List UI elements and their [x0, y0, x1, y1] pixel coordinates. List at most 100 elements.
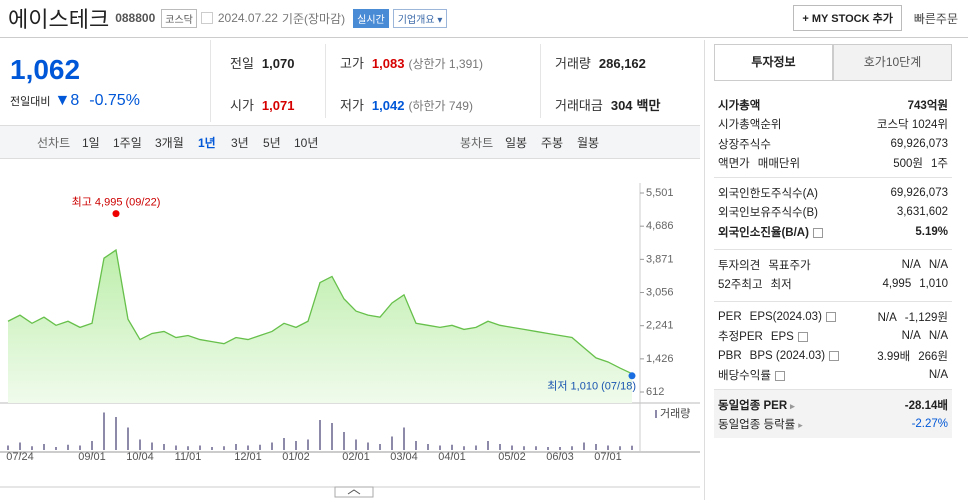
info-icon	[774, 371, 785, 382]
volume-bar	[535, 446, 537, 450]
info-value: 코스닥 1024위	[876, 119, 948, 132]
info-label: 시가총액순위	[718, 119, 782, 132]
info-values: 3,631,602	[897, 206, 948, 218]
stat: 시가 1,071	[230, 95, 294, 114]
tab-heading: 봉차트	[460, 136, 494, 150]
volume-bar	[463, 446, 465, 450]
info-row: 외국인소진율(B/A) 5.19%	[718, 222, 948, 242]
volume-bar	[487, 441, 489, 450]
x-tick-label: 10/04	[126, 451, 154, 463]
info-value: N/A	[901, 330, 921, 343]
volume-bar	[175, 445, 177, 450]
info-row: PBR BPS (2024.03) 3.99배 266원	[718, 346, 948, 366]
volume-bar	[43, 444, 45, 450]
volume-bar	[451, 444, 453, 450]
info-labels: 동일업종 PER ▸	[718, 397, 795, 413]
x-tick-label: 03/04	[390, 451, 418, 463]
x-tick-label: 07/24	[6, 451, 34, 463]
panel-divider	[704, 40, 705, 500]
period-tab[interactable]: 5년	[263, 136, 281, 150]
candle-tab[interactable]: 일봉	[505, 136, 528, 150]
quick-order[interactable]: 빠른주문	[913, 11, 958, 26]
info-tab[interactable]: 호가10단계	[833, 44, 952, 81]
info-label: PER	[718, 310, 742, 323]
mystock-button[interactable]: + MY STOCK 추가	[793, 5, 902, 31]
volume-bar	[235, 444, 237, 450]
info-labels: 동일업종 등락률 ▸	[718, 416, 803, 432]
x-tick-label: 02/01	[342, 451, 370, 463]
period-tab[interactable]: 10년	[294, 136, 319, 150]
y-tick-label: 5,501	[646, 187, 674, 199]
info-values: 69,926,073	[890, 138, 948, 150]
info-label: 외국인소진율(B/A)	[718, 226, 809, 239]
info-label: 매매단위	[757, 158, 801, 171]
volume-bar	[391, 436, 393, 450]
info-label: 동일업종 PER	[718, 399, 788, 412]
y-tick-label: 2,241	[646, 320, 674, 332]
info-value: -1,129원	[904, 311, 948, 324]
volume-bar	[475, 445, 477, 450]
pipe	[763, 279, 771, 291]
period-tab[interactable]: 1주일	[113, 136, 142, 150]
pipe	[750, 158, 758, 170]
down-arrow: ▼	[54, 92, 71, 109]
price-line	[7, 248, 633, 375]
info-row: PER EPS(2024.03) N/A -1,129원	[718, 307, 948, 327]
volume-bar	[19, 442, 21, 450]
info-labels: 외국인소진율(B/A)	[718, 224, 823, 240]
info-label: 상장주식수	[718, 138, 771, 151]
info-label: EPS	[770, 331, 794, 344]
period-tab[interactable]: 3개월	[155, 136, 184, 150]
info-labels: 투자의견 목표주가	[718, 257, 811, 273]
company-info[interactable]: 기업개요 ▾	[392, 8, 448, 28]
info-tab[interactable]: 투자정보	[714, 44, 833, 81]
pipe	[742, 350, 750, 362]
period-tab[interactable]: 1일	[82, 136, 100, 150]
info-icon	[797, 332, 808, 343]
expand-button[interactable]	[334, 486, 374, 498]
expand-icon	[347, 489, 361, 495]
volume-bar	[631, 445, 633, 450]
tab-heading: 선차트	[37, 136, 71, 150]
volume-bar	[607, 445, 609, 450]
candle-tab[interactable]: 주봉	[541, 136, 564, 150]
section-line	[714, 301, 952, 302]
info-values: 743억원	[908, 97, 948, 113]
change: 8	[70, 92, 80, 109]
volume-bar	[187, 446, 189, 450]
info-value: N/A	[901, 258, 921, 271]
volume-bar	[367, 442, 369, 450]
volume-bar	[247, 445, 249, 450]
realtime-badge[interactable]: 실시간	[353, 8, 389, 28]
info-label: 배당수익률	[718, 370, 771, 383]
pipe	[921, 259, 929, 271]
volume-bar	[523, 446, 525, 450]
info-values: 5.19%	[915, 226, 948, 238]
info-row: 동일업종 PER ▸ -28.14배	[718, 395, 948, 415]
section-line	[714, 389, 952, 390]
info-row: 시가총액순위 코스닥 1024위	[718, 115, 948, 135]
info-labels: 배당수익률	[718, 367, 785, 383]
section-bg	[714, 390, 952, 438]
stat-value: 1,070	[261, 56, 295, 71]
header: 에이스테크 088800 코스닥 2024.07.22 기준(장마감) 실시간 …	[0, 0, 968, 36]
info-labels: PBR BPS (2024.03)	[718, 350, 840, 362]
period-tab[interactable]: 3년	[231, 136, 249, 150]
period-tab[interactable]: 1년	[198, 136, 216, 150]
info-value: 69,926,073	[890, 137, 948, 150]
info-value: 69,926,073	[890, 186, 948, 199]
volume-label: 거래량	[660, 407, 690, 420]
period-tabs: 선차트 1일 1주일 3개월 1년 3년 5년 10년 봉차트 일봉 주봉 월봉	[0, 125, 700, 159]
info-label: 투자의견	[718, 259, 761, 272]
candle-tab[interactable]: 월봉	[577, 136, 600, 150]
stat-label: 거래대금	[555, 98, 603, 113]
volume-bar	[379, 444, 381, 450]
date: 2024.07.22	[217, 11, 278, 25]
info-values: 4,995 1,010	[882, 278, 948, 290]
volume-bar	[331, 423, 333, 450]
volume-bar	[199, 445, 201, 450]
stat-label: 저가	[340, 98, 364, 113]
info-labels: 추정PER EPS	[718, 328, 808, 344]
info-values: -28.14배	[905, 397, 948, 413]
